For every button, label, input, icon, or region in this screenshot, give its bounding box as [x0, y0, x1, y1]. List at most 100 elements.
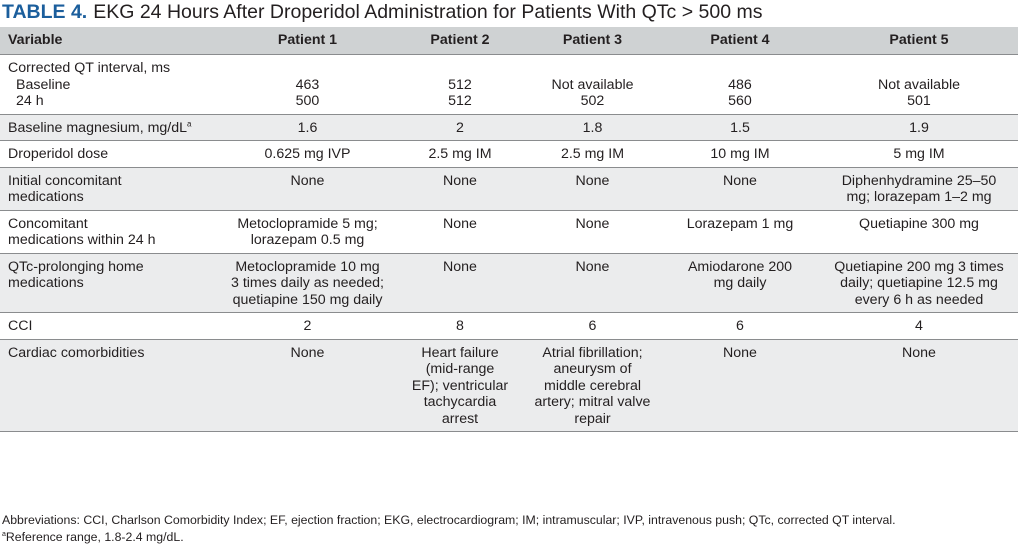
cci-cell: 4 — [820, 312, 1018, 340]
cell-line: Lorazepam 1 mg — [686, 215, 794, 232]
initial-meds-cell: Diphenhydramine 25–50 mg; lorazepam 1–2 … — [820, 167, 1018, 211]
cell-line: aneurysm of — [553, 361, 632, 377]
reference-note: aReference range, 1.8-2.4 mg/dL. — [2, 529, 896, 546]
table-caption: EKG 24 Hours After Droperidol Administra… — [93, 1, 763, 23]
cell-line: None — [443, 172, 477, 189]
row-label-qt-interval: Corrected QT interval, ms Baseline 24 h — [0, 54, 220, 115]
qt-cell-patient-5: Not available 501 — [820, 54, 1018, 115]
qt-cell-patient-1: 463 500 — [220, 54, 395, 115]
cardiac-cell: None — [660, 339, 820, 432]
cell-line: middle cerebral — [544, 377, 641, 394]
table-row-qt-interval: Corrected QT interval, ms Baseline 24 h … — [0, 54, 1018, 115]
table-number: TABLE 4. — [2, 1, 88, 23]
cell-line: None — [575, 215, 610, 232]
home-meds-cell: None — [395, 253, 525, 313]
cell-line: every 6 h as needed — [854, 291, 984, 308]
cci-cell: 8 — [395, 312, 525, 340]
meds-24h-cell: None — [395, 210, 525, 254]
qt-baseline-value: Not available — [551, 76, 634, 93]
column-header-variable: Variable — [0, 27, 220, 55]
cell-line: mg; lorazepam 1–2 mg — [846, 189, 992, 205]
home-meds-cell: Quetiapine 200 mg 3 times daily; quetiap… — [820, 253, 1018, 313]
cardiac-cell: None — [820, 339, 1018, 432]
cell-line: None — [443, 258, 477, 275]
cell-line: mg daily — [713, 275, 767, 291]
footnote-marker: a — [2, 530, 6, 538]
column-header-patient-5: Patient 5 — [820, 27, 1018, 55]
qt-24h-value: 512 — [448, 93, 472, 109]
qt-baseline-value: 512 — [448, 76, 472, 93]
qt-label: Corrected QT interval, ms — [8, 60, 171, 76]
table-title: TABLE 4. EKG 24 Hours After Droperidol Ad… — [2, 0, 762, 24]
initial-meds-cell: None — [220, 167, 395, 211]
footnotes: Abbreviations: CCI, Charlson Comorbidity… — [2, 512, 896, 546]
cell-line: Quetiapine 200 mg 3 times — [834, 258, 1004, 275]
droperidol-cell: 5 mg IM — [820, 140, 1018, 168]
row-label-droperidol: Droperidol dose — [0, 140, 220, 168]
droperidol-cell: 2.5 mg IM — [395, 140, 525, 168]
cell-line: Atrial fibrillation; — [542, 344, 643, 361]
cell-line: lorazepam 0.5 mg — [250, 232, 365, 248]
row-label-medications-24h: Concomitant medications within 24 h — [0, 210, 220, 254]
table-row-magnesium: Baseline magnesium, mg/dLa 1.6 2 1.8 1.5… — [0, 114, 1018, 141]
magnesium-cell: 1.5 — [660, 114, 820, 141]
label-line: QTc-prolonging home — [8, 258, 144, 275]
cell-line: None — [902, 344, 936, 361]
label-line: medications within 24 h — [8, 232, 156, 248]
cell-line: repair — [574, 410, 611, 427]
row-label-cardiac-comorbidities: Cardiac comorbidities — [0, 339, 220, 432]
meds-24h-cell: Metoclopramide 5 mg; lorazepam 0.5 mg — [220, 210, 395, 254]
home-meds-cell: Metoclopramide 10 mg 3 times daily as ne… — [220, 253, 395, 313]
cell-line: None — [723, 344, 757, 361]
meds-24h-cell: Lorazepam 1 mg — [660, 210, 820, 254]
qt-baseline-label: Baseline — [16, 76, 71, 93]
table-row-home-medications: QTc-prolonging home medications Metoclop… — [0, 253, 1018, 313]
label-line: medications — [8, 189, 84, 205]
meds-24h-cell: None — [525, 210, 660, 254]
table-row-droperidol: Droperidol dose 0.625 mg IVP 2.5 mg IM 2… — [0, 140, 1018, 168]
row-label-home-medications: QTc-prolonging home medications — [0, 253, 220, 313]
table-row-cardiac-comorbidities: Cardiac comorbidities None Heart failure… — [0, 339, 1018, 432]
column-header-patient-4: Patient 4 — [660, 27, 820, 55]
header-row: Variable Patient 1 Patient 2 Patient 3 P… — [0, 27, 1018, 55]
label-line: Initial concomitant — [8, 172, 122, 189]
magnesium-cell: 1.6 — [220, 114, 395, 141]
qt-cell-patient-4: 486 560 — [660, 54, 820, 115]
qt-baseline-value: 486 — [728, 76, 752, 93]
cell-line: Metoclopramide 5 mg; — [237, 215, 378, 232]
cci-cell: 6 — [525, 312, 660, 340]
cardiac-cell: Heart failure (mid-range EF); ventricula… — [395, 339, 525, 432]
qt-24h-value: 502 — [580, 93, 605, 109]
cell-line: Metoclopramide 10 mg — [235, 258, 380, 275]
footnote-marker: a — [187, 118, 192, 128]
row-label-magnesium: Baseline magnesium, mg/dLa — [0, 114, 220, 141]
cell-line: artery; mitral valve — [534, 394, 651, 410]
droperidol-cell: 10 mg IM — [660, 140, 820, 168]
column-header-patient-1: Patient 1 — [220, 27, 395, 55]
qt-baseline-value: 463 — [295, 76, 320, 93]
cell-line: None — [575, 258, 610, 275]
reference-text: Reference range, 1.8-2.4 mg/dL. — [5, 530, 184, 544]
initial-meds-cell: None — [525, 167, 660, 211]
droperidol-cell: 2.5 mg IM — [525, 140, 660, 168]
cell-line: tachycardia — [423, 394, 497, 410]
initial-meds-cell: None — [660, 167, 820, 211]
table-row-medications-24h: Concomitant medications within 24 h Meto… — [0, 210, 1018, 254]
qt-24h-value: 500 — [295, 93, 320, 109]
row-label-cci: CCI — [0, 312, 220, 340]
label-line: medications — [8, 275, 84, 291]
table-row-initial-medications: Initial concomitant medications None Non… — [0, 167, 1018, 211]
cardiac-cell: None — [220, 339, 395, 432]
row-label-initial-medications: Initial concomitant medications — [0, 167, 220, 211]
abbreviations-note: Abbreviations: CCI, Charlson Comorbidity… — [2, 513, 896, 527]
cell-line: Amiodarone 200 — [687, 258, 793, 275]
magnesium-label: Baseline magnesium, mg/dL — [8, 119, 188, 136]
cell-line: (mid-range — [425, 361, 495, 377]
cell-line: EF); ventricular — [411, 377, 509, 394]
table-row-cci: CCI 2 8 6 6 4 — [0, 312, 1018, 340]
cell-line: 3 times daily as needed; — [230, 275, 384, 291]
cci-cell: 6 — [660, 312, 820, 340]
magnesium-cell: 1.8 — [525, 114, 660, 141]
home-meds-cell: None — [525, 253, 660, 313]
magnesium-cell: 2 — [395, 114, 525, 141]
